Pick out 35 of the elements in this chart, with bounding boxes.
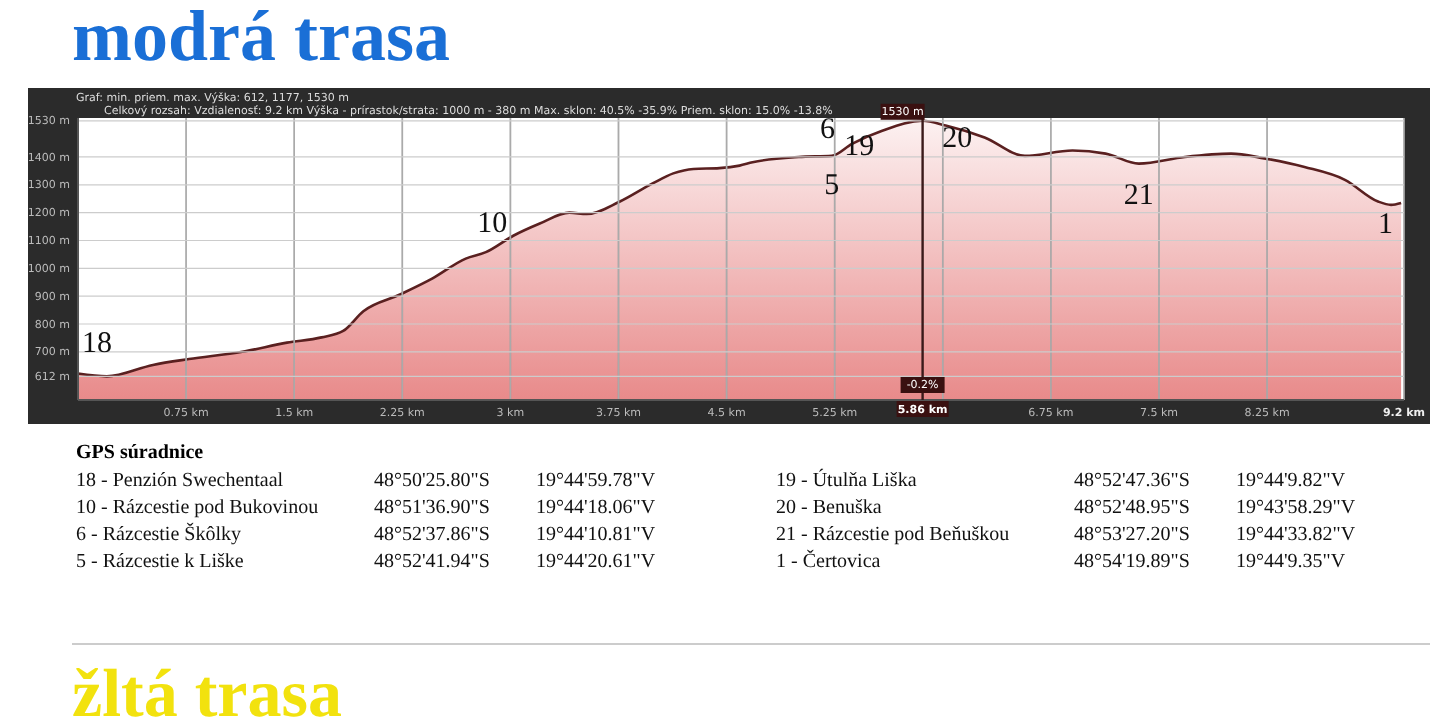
text: 6 - Rázcestie Škôlky <box>76 522 241 546</box>
text: 48°54'19.89"S <box>1074 551 1190 573</box>
text: 19°44'59.78"V <box>536 470 657 492</box>
text: 19°44'33.82"V <box>1236 524 1357 546</box>
text: 5 - Rázcestie k Liške <box>76 551 245 573</box>
text: 48°52'41.94"S <box>374 551 490 573</box>
text: 20 - Benuška <box>776 497 883 519</box>
annotation: 21 <box>1123 179 1154 212</box>
annotation: 1 <box>1378 208 1394 241</box>
text: 18 - Penzión Swechentaal <box>76 470 284 492</box>
text: 48°52'48.95"S <box>1074 497 1190 519</box>
text: 21 - Rázcestie pod Beňuškou <box>776 524 1010 546</box>
text: 48°52'37.86"S <box>374 524 490 546</box>
annotation: 19 <box>844 130 875 163</box>
text: 10 - Rázcestie pod Bukovinou <box>76 497 319 519</box>
text: 19°44'20.61"V <box>536 551 657 573</box>
text: 19°43'58.29"V <box>1236 497 1357 519</box>
text: 19°44'10.81"V <box>536 524 657 546</box>
text: 19°44'9.82"V <box>1236 470 1347 492</box>
annotation: 18 <box>82 327 112 360</box>
text: 48°52'47.36"S <box>1074 470 1190 492</box>
annotation: 10 <box>477 207 508 240</box>
annotation: 5 <box>824 169 840 202</box>
text: žltá trasa <box>72 658 343 728</box>
text: 19 - Útulňa Liška <box>776 468 918 492</box>
annotation: 20 <box>942 123 973 156</box>
text: 19°44'18.06"V <box>536 497 657 519</box>
text: 48°50'25.80"S <box>374 470 490 492</box>
text: 48°51'36.90"S <box>374 497 490 519</box>
chart-title: modrá trasa <box>72 0 450 76</box>
text: 1 - Čertovica <box>776 549 882 573</box>
text: 19°44'9.35"V <box>1236 551 1347 573</box>
text: 48°53'27.20"S <box>1074 524 1190 546</box>
annotation: 6 <box>819 113 836 146</box>
text: GPS súradnice <box>76 442 205 464</box>
